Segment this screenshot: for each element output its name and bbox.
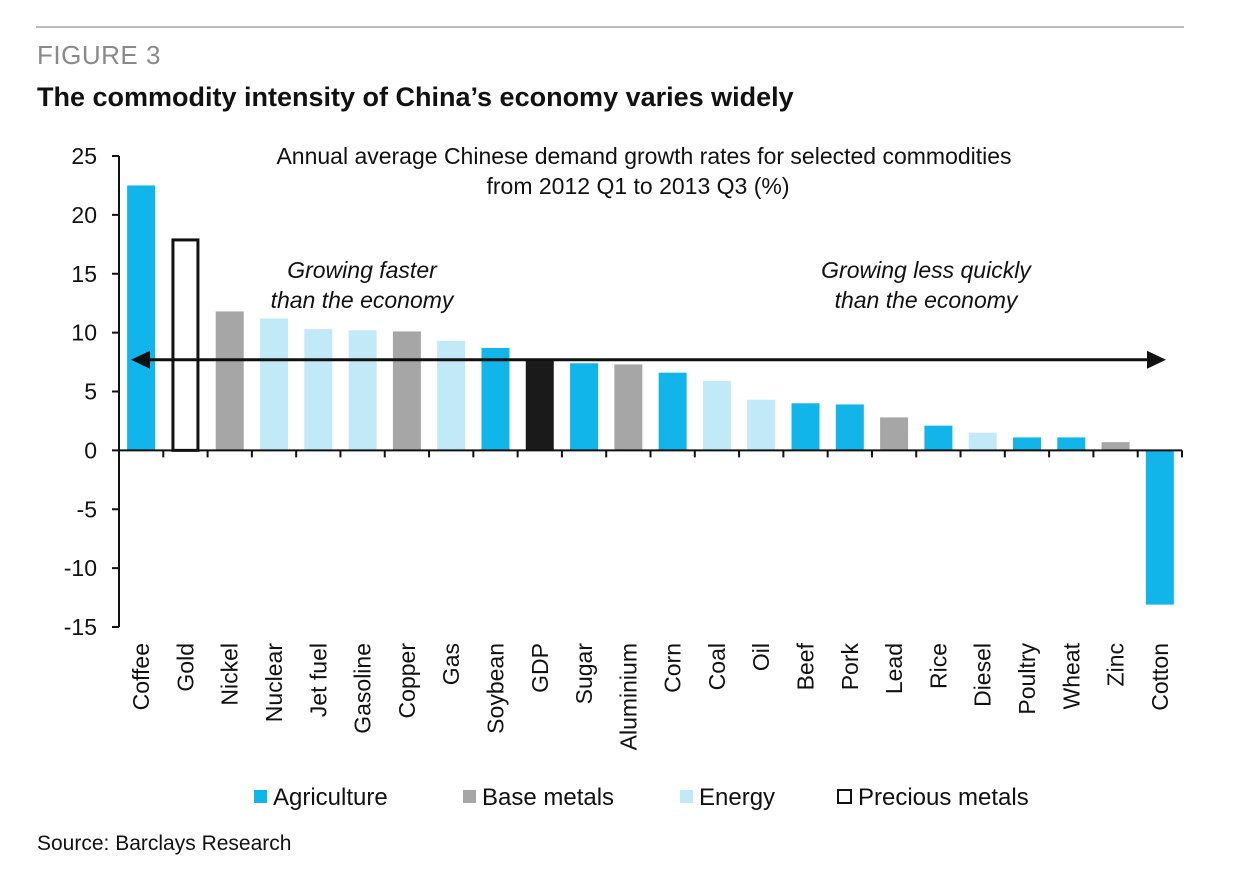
x-category-label: Wheat (1058, 642, 1084, 709)
x-category-label: Gasoline (350, 643, 376, 734)
chart-legend: Agriculture Base metals Energy Precious met… (0, 780, 1246, 816)
x-category-label: GDP (527, 643, 553, 693)
y-tick-label: 5 (84, 379, 97, 405)
x-category-label: Soybean (482, 643, 508, 734)
bar-coffee (127, 185, 156, 451)
legend-item-agriculture: Agriculture (254, 780, 388, 816)
x-category-label: Jet fuel (305, 643, 331, 717)
bar-nuclear (260, 318, 289, 451)
x-category-label: Coffee (128, 643, 154, 710)
bar-sugar (570, 363, 599, 451)
x-category-label: Pork (837, 643, 863, 691)
y-tick-label: 25 (71, 143, 97, 169)
legend-swatch (680, 790, 693, 804)
bar-jet-fuel (304, 329, 333, 451)
arrow-right-head (1147, 350, 1166, 369)
bar-diesel (968, 432, 997, 451)
figure-title: The commodity intensity of China’s econo… (37, 82, 794, 112)
x-category-label: Nickel (217, 643, 243, 706)
legend-swatch (463, 790, 476, 804)
annotation-text: than the economy (271, 287, 455, 313)
x-category-label: Beef (793, 642, 819, 690)
bar-rice (924, 425, 953, 451)
bar-wheat (1057, 437, 1086, 451)
legend-swatch (254, 790, 267, 804)
legend-label: Agriculture (273, 784, 388, 811)
legend-item-precious-metals: Precious metals (837, 780, 1029, 816)
annotation-text: Growing faster (287, 257, 438, 283)
x-category-label: Cotton (1147, 643, 1173, 711)
bar-nickel (215, 311, 244, 451)
x-category-label: Poultry (1014, 643, 1040, 715)
x-category-label: Copper (394, 643, 420, 719)
x-category-label: Corn (660, 643, 686, 693)
annotation-text: than the economy (835, 287, 1019, 313)
bar-soybean (481, 347, 510, 451)
x-category-label: Zinc (1103, 643, 1129, 686)
bar-gasoline (348, 330, 377, 451)
bar-corn (658, 372, 687, 451)
y-tick-label: -5 (77, 496, 97, 522)
y-tick-label: -10 (64, 555, 97, 581)
y-tick-label: 0 (84, 437, 97, 463)
x-category-label: Nuclear (261, 643, 287, 723)
y-tick-label: 15 (71, 261, 97, 287)
arrow-left-head (131, 350, 150, 369)
bar-lead (880, 417, 909, 451)
legend-label: Energy (699, 784, 776, 811)
x-category-label: Coal (704, 643, 730, 690)
x-category-label: Rice (925, 643, 951, 689)
y-tick-label: 20 (71, 202, 97, 228)
legend-label: Precious metals (858, 784, 1029, 811)
chart-title: Annual average Chinese demand growth rat… (276, 143, 1011, 169)
bar-cotton (1145, 450, 1174, 605)
bar-oil (747, 399, 776, 451)
bar-pork (835, 404, 864, 451)
bar-coal (702, 380, 731, 451)
bar-gdp (525, 359, 554, 451)
x-category-label: Gold (172, 643, 198, 692)
bar-gold (171, 238, 200, 452)
y-tick-label: 10 (71, 320, 97, 346)
x-category-label: Diesel (970, 643, 996, 707)
x-category-label: Aluminium (615, 643, 641, 750)
bar-poultry (1012, 437, 1041, 451)
annotation-text: Growing less quickly (821, 257, 1032, 283)
legend-swatch (837, 789, 852, 805)
x-category-label: Lead (881, 643, 907, 694)
bar-zinc (1101, 442, 1130, 451)
legend-label: Base metals (482, 784, 615, 811)
bar-copper (392, 331, 421, 451)
source-note: Source: Barclays Research (37, 832, 292, 855)
top-divider-rule (36, 26, 1184, 28)
y-tick-label: -15 (64, 614, 97, 640)
bar-aluminium (614, 364, 643, 451)
chart-subtitle: from 2012 Q1 to 2013 Q3 (%) (487, 173, 790, 199)
bar-beef (791, 403, 820, 451)
x-category-label: Oil (748, 643, 774, 671)
legend-item-energy: Energy (680, 780, 775, 816)
x-category-label: Gas (438, 643, 464, 685)
x-category-label: Sugar (571, 643, 597, 705)
figure-label: FIGURE 3 (37, 40, 161, 70)
legend-item-base-metals: Base metals (463, 780, 614, 816)
bar-gas (437, 340, 466, 451)
